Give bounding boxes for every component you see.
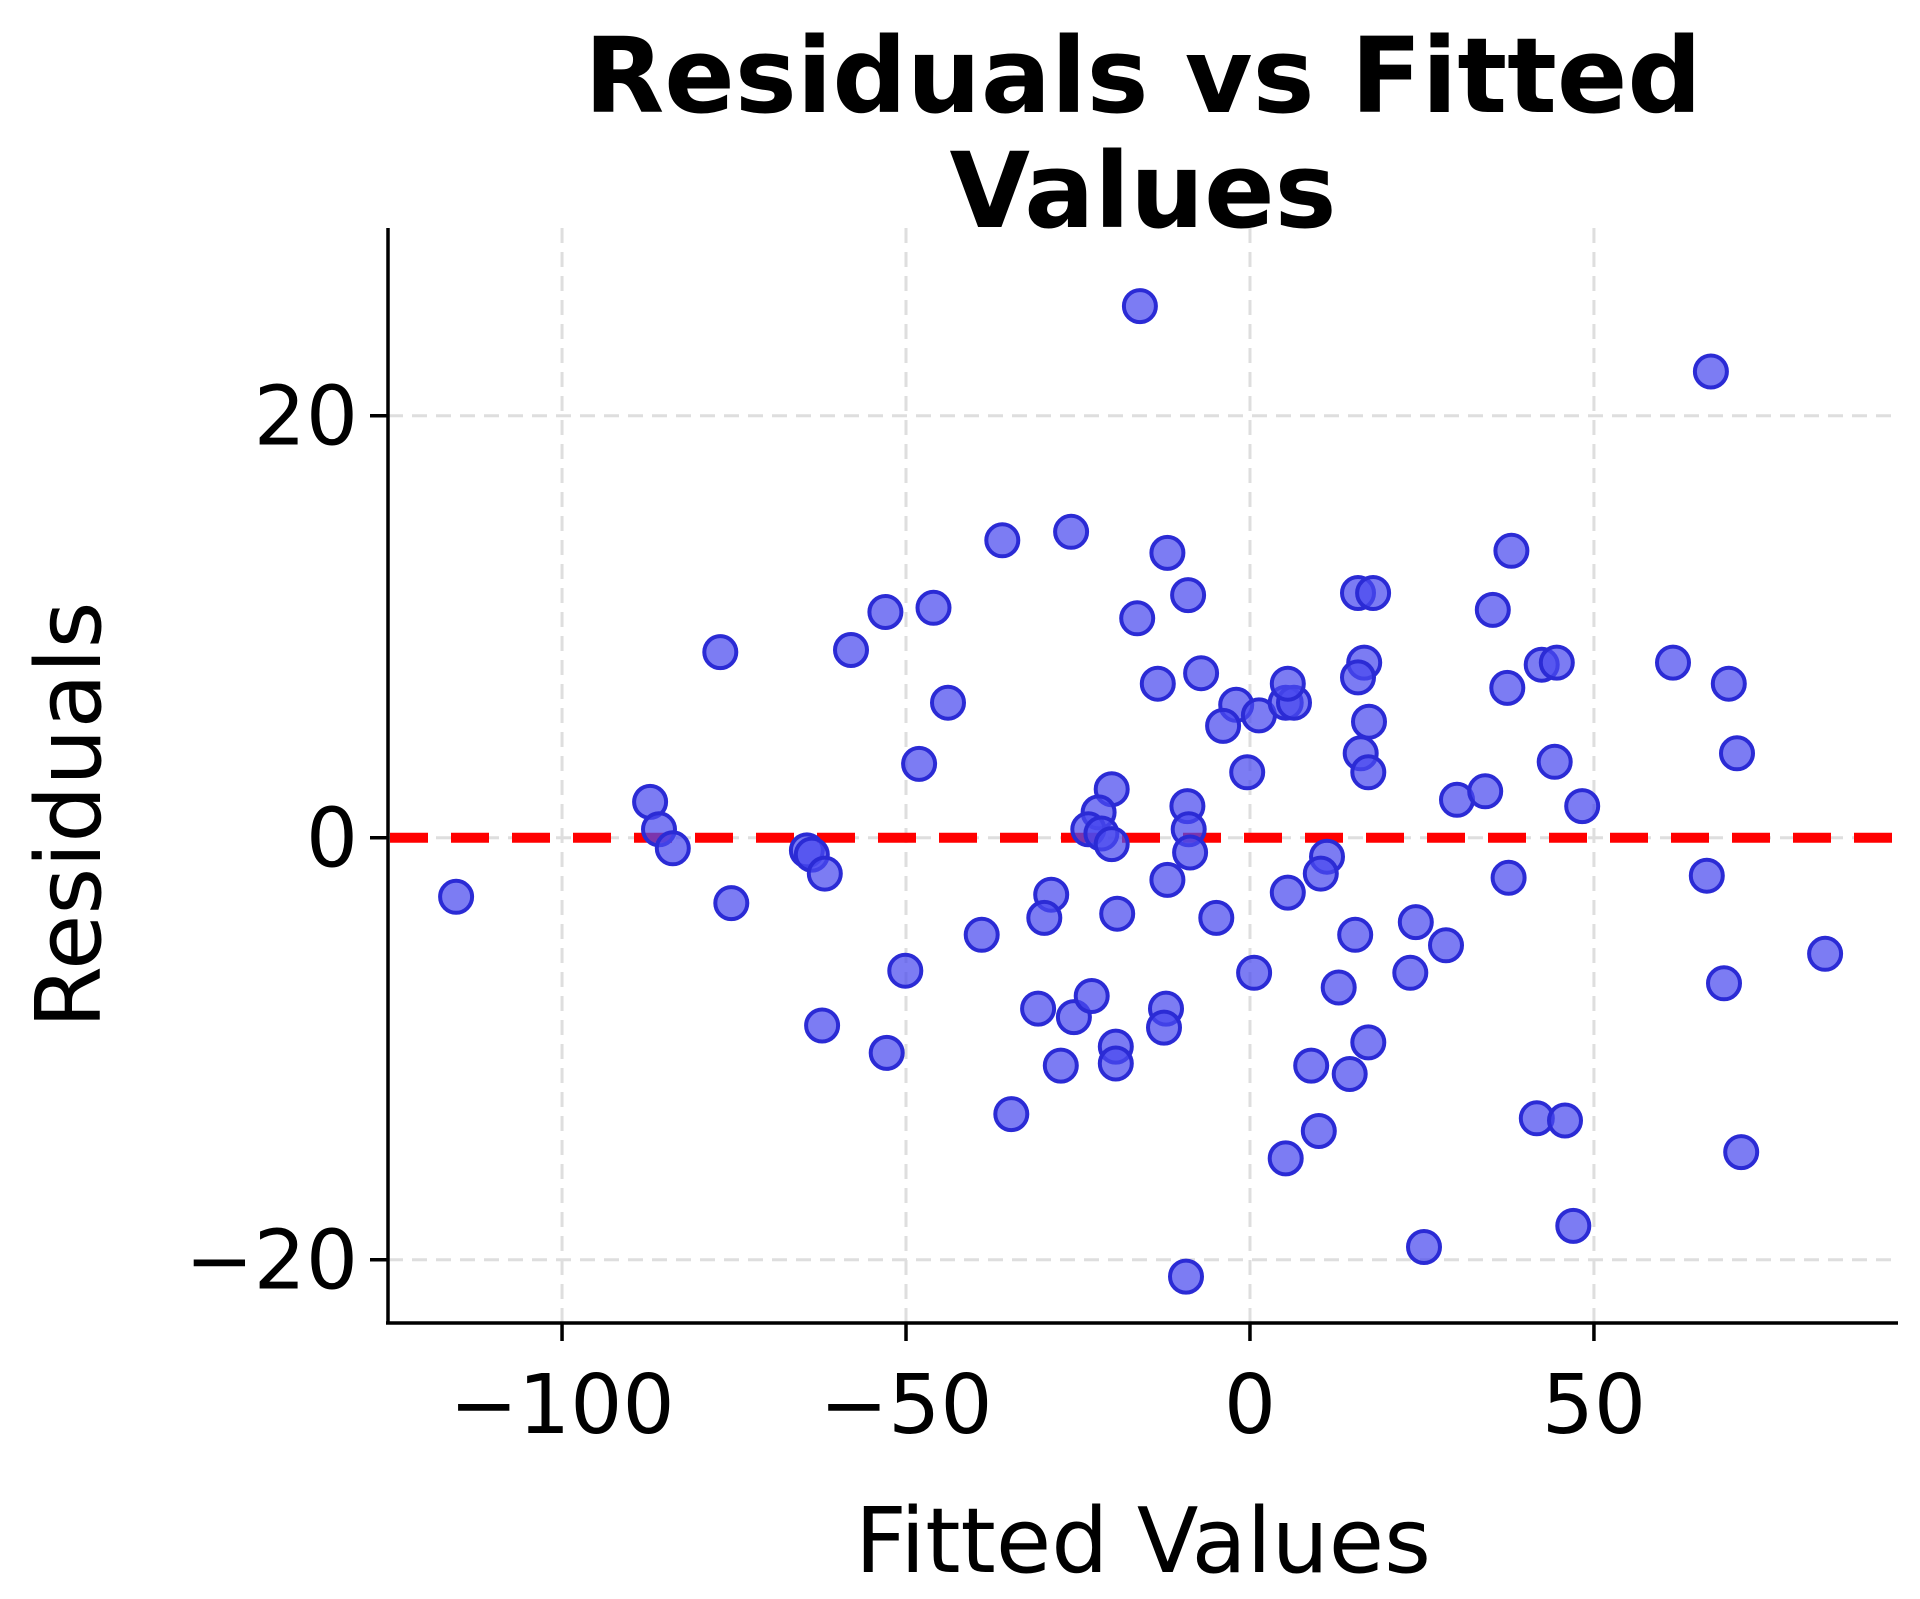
data-point xyxy=(1710,665,1747,702)
data-point xyxy=(1688,857,1725,894)
data-point xyxy=(1168,1258,1204,1295)
data-point xyxy=(1139,665,1176,702)
data-point xyxy=(1397,904,1434,941)
data-point xyxy=(1474,591,1511,628)
data-point xyxy=(1183,655,1220,692)
data-point xyxy=(1229,754,1266,791)
data-point xyxy=(1269,874,1306,911)
data-point xyxy=(1564,788,1601,825)
data-point xyxy=(1355,575,1392,611)
data-point xyxy=(930,684,966,721)
data-point xyxy=(1350,1024,1387,1061)
x-tick-label: −100 xyxy=(449,1358,674,1453)
data-point xyxy=(1351,703,1387,740)
data-point xyxy=(887,952,924,989)
data-point xyxy=(901,745,938,782)
data-point xyxy=(438,878,475,915)
scatter-points xyxy=(438,288,1844,1295)
chart-title-line2: Values xyxy=(949,130,1336,252)
data-point xyxy=(1073,978,1110,1014)
data-point xyxy=(1331,1056,1368,1092)
grid-lines xyxy=(388,228,1898,1323)
data-point xyxy=(1467,773,1504,810)
x-tick-label: 50 xyxy=(1542,1358,1646,1453)
data-point xyxy=(702,634,739,671)
data-point xyxy=(1392,954,1429,991)
data-point xyxy=(1198,899,1235,936)
data-point xyxy=(1093,826,1130,863)
data-point xyxy=(1172,834,1209,871)
data-point xyxy=(1428,927,1464,964)
x-axis-label: Fitted Values xyxy=(855,1489,1431,1594)
y-tick-label: 0 xyxy=(306,791,358,886)
data-point xyxy=(804,1007,841,1044)
data-point xyxy=(915,589,952,626)
data-point xyxy=(1723,1134,1760,1171)
data-point xyxy=(868,1034,905,1071)
data-point xyxy=(984,522,1021,559)
data-point xyxy=(1538,644,1575,681)
data-point xyxy=(1655,644,1691,681)
data-point xyxy=(1547,1102,1583,1139)
axis-ticks: −100 −50 0 50 −20 0 20 xyxy=(185,369,1646,1453)
data-point xyxy=(1205,707,1242,744)
data-point xyxy=(993,1096,1030,1133)
data-point xyxy=(1337,916,1374,953)
data-point xyxy=(1170,577,1207,614)
y-tick-label: −20 xyxy=(185,1213,358,1308)
y-axis-label: Residuals xyxy=(17,602,122,1029)
x-tick-label: −50 xyxy=(819,1358,992,1453)
data-point xyxy=(1099,895,1136,932)
y-tick-label: 20 xyxy=(254,369,358,464)
data-point xyxy=(1706,965,1742,1002)
data-point xyxy=(833,632,869,668)
data-point xyxy=(1490,859,1527,896)
data-point xyxy=(1269,665,1306,702)
data-point xyxy=(1350,754,1387,791)
data-point xyxy=(1302,855,1339,892)
data-point xyxy=(1406,1229,1442,1265)
data-point xyxy=(1300,1113,1337,1149)
data-point xyxy=(963,916,1000,953)
data-point xyxy=(1026,899,1063,936)
data-point xyxy=(806,855,843,892)
data-point xyxy=(1489,669,1526,706)
data-point xyxy=(1149,861,1186,898)
data-point xyxy=(1097,1045,1134,1082)
data-point xyxy=(867,594,904,630)
data-point xyxy=(1320,969,1357,1006)
data-point xyxy=(1267,1140,1304,1177)
data-point xyxy=(1692,353,1729,390)
chart-title-line1: Residuals vs Fitted xyxy=(584,15,1702,137)
data-point xyxy=(1053,513,1090,550)
data-point xyxy=(1121,288,1158,325)
x-tick-label: 0 xyxy=(1224,1358,1276,1453)
data-point xyxy=(1020,990,1057,1027)
data-point xyxy=(1555,1207,1592,1244)
data-point xyxy=(713,885,750,922)
data-point xyxy=(1119,600,1156,637)
data-point xyxy=(1149,534,1186,571)
data-point xyxy=(1493,532,1530,569)
data-point xyxy=(1293,1047,1330,1084)
data-point xyxy=(1236,954,1273,991)
data-point xyxy=(1719,735,1755,772)
data-point xyxy=(654,830,691,867)
data-point xyxy=(1340,659,1376,696)
data-point xyxy=(1042,1047,1079,1084)
data-point xyxy=(1146,1009,1182,1046)
data-point xyxy=(1807,935,1844,972)
data-point xyxy=(1536,743,1573,780)
